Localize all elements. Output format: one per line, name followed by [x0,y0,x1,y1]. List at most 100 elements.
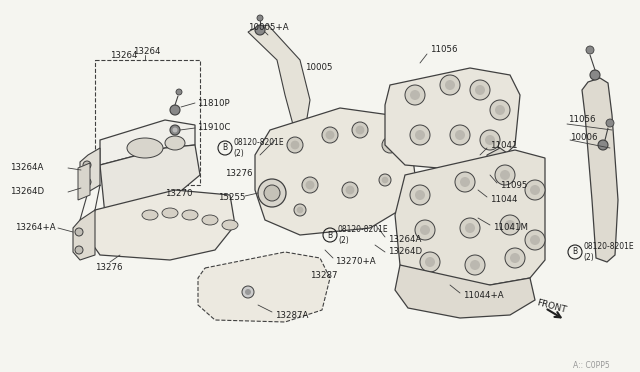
Circle shape [381,177,388,183]
Circle shape [264,185,280,201]
Polygon shape [88,190,235,260]
Text: 11041: 11041 [490,141,518,150]
Circle shape [495,165,515,185]
Circle shape [530,235,540,245]
Text: 13264A: 13264A [10,164,44,173]
Circle shape [176,89,182,95]
Text: 11095: 11095 [500,180,527,189]
Circle shape [356,126,364,134]
Circle shape [297,207,303,213]
Ellipse shape [162,208,178,218]
Circle shape [245,289,251,295]
Circle shape [405,85,425,105]
Circle shape [490,100,510,120]
Circle shape [500,170,510,180]
Circle shape [75,246,83,254]
Text: 13287: 13287 [310,270,337,279]
Text: 15255: 15255 [218,193,246,202]
Text: 13264+A: 13264+A [15,224,56,232]
Text: 11056: 11056 [568,115,595,125]
Circle shape [294,204,306,216]
Polygon shape [255,108,415,235]
Circle shape [291,141,300,150]
Polygon shape [73,210,95,260]
Polygon shape [487,148,510,182]
Text: 13264: 13264 [110,51,138,60]
Circle shape [465,255,485,275]
Text: 10006: 10006 [570,132,598,141]
Polygon shape [78,163,90,200]
Circle shape [302,177,318,193]
Circle shape [440,75,460,95]
Circle shape [425,257,435,267]
Text: 08120-8201E
(2): 08120-8201E (2) [233,138,284,158]
Circle shape [415,220,435,240]
Text: 11044+A: 11044+A [463,291,504,299]
Circle shape [170,105,180,115]
Circle shape [450,125,470,145]
Polygon shape [198,252,330,322]
Text: 10005+A: 10005+A [248,23,289,32]
Text: A:: C0PP5: A:: C0PP5 [573,360,610,369]
Circle shape [510,253,520,263]
Circle shape [586,46,594,54]
Text: 13276: 13276 [95,263,122,272]
Text: 10005: 10005 [305,64,333,73]
Bar [95,60,200,185]
Circle shape [255,25,265,35]
Circle shape [525,230,545,250]
Text: 13287A: 13287A [275,311,308,320]
Text: FRONT: FRONT [536,299,568,315]
Circle shape [525,180,545,200]
Text: 11041M: 11041M [493,224,528,232]
Circle shape [385,141,394,150]
Circle shape [470,80,490,100]
Circle shape [475,85,485,95]
Circle shape [530,185,540,195]
Circle shape [242,286,254,298]
Text: 08120-8201E
(2): 08120-8201E (2) [338,225,388,245]
Text: 13270+A: 13270+A [335,257,376,266]
Circle shape [83,161,91,169]
Text: 13270: 13270 [165,189,193,198]
Polygon shape [80,148,100,192]
Circle shape [500,215,520,235]
Text: 13264: 13264 [133,46,161,55]
Circle shape [420,225,430,235]
Polygon shape [395,265,535,318]
Ellipse shape [127,138,163,158]
Circle shape [480,130,500,150]
Polygon shape [582,78,618,262]
Circle shape [505,220,515,230]
Text: 11044: 11044 [490,196,518,205]
Polygon shape [248,25,310,132]
Text: 08120-8201E
(2): 08120-8201E (2) [583,242,634,262]
Circle shape [590,70,600,80]
Polygon shape [100,120,195,165]
Circle shape [445,80,455,90]
Ellipse shape [182,210,198,220]
Circle shape [173,128,177,132]
Text: 13264A: 13264A [388,235,421,244]
Polygon shape [395,150,545,285]
Ellipse shape [165,136,185,150]
Circle shape [83,178,91,186]
Circle shape [460,218,480,238]
Circle shape [455,130,465,140]
Circle shape [75,228,83,236]
Circle shape [485,135,495,145]
Text: B: B [223,144,228,153]
Text: 13264D: 13264D [388,247,422,257]
Circle shape [460,177,470,187]
Circle shape [306,180,314,189]
Circle shape [379,174,391,186]
Circle shape [598,140,608,150]
Circle shape [322,127,338,143]
Circle shape [455,172,475,192]
Circle shape [287,137,303,153]
Circle shape [352,122,368,138]
Circle shape [410,125,430,145]
Polygon shape [385,68,520,170]
Ellipse shape [202,215,218,225]
Circle shape [415,130,425,140]
